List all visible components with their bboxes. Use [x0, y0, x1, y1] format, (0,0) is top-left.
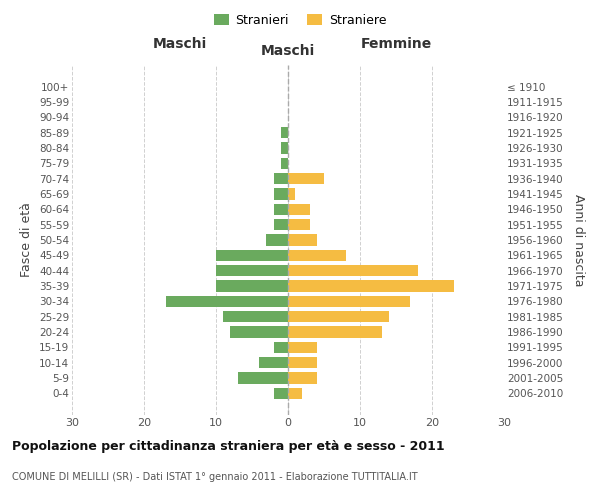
- Bar: [281, 127, 288, 138]
- Bar: [223, 311, 288, 322]
- Bar: [281, 142, 288, 154]
- Bar: [230, 326, 288, 338]
- Bar: [166, 296, 288, 307]
- Bar: [281, 158, 288, 169]
- Y-axis label: Fasce di età: Fasce di età: [20, 202, 34, 278]
- Bar: [216, 280, 288, 292]
- Bar: [288, 280, 454, 292]
- Bar: [274, 219, 288, 230]
- Bar: [288, 188, 295, 200]
- Bar: [288, 204, 310, 215]
- Text: Popolazione per cittadinanza straniera per età e sesso - 2011: Popolazione per cittadinanza straniera p…: [12, 440, 445, 453]
- Text: Femmine: Femmine: [361, 37, 431, 51]
- Bar: [216, 250, 288, 261]
- Bar: [238, 372, 288, 384]
- Y-axis label: Anni di nascita: Anni di nascita: [572, 194, 585, 286]
- Bar: [274, 188, 288, 200]
- Bar: [274, 342, 288, 353]
- Bar: [288, 234, 317, 246]
- Bar: [259, 357, 288, 368]
- Bar: [288, 342, 317, 353]
- Text: Maschi: Maschi: [153, 37, 207, 51]
- Bar: [216, 265, 288, 276]
- Bar: [288, 265, 418, 276]
- Bar: [288, 357, 317, 368]
- Bar: [266, 234, 288, 246]
- Bar: [274, 388, 288, 399]
- Text: Maschi: Maschi: [261, 44, 315, 58]
- Bar: [288, 173, 324, 184]
- Bar: [288, 372, 317, 384]
- Text: COMUNE DI MELILLI (SR) - Dati ISTAT 1° gennaio 2011 - Elaborazione TUTTITALIA.IT: COMUNE DI MELILLI (SR) - Dati ISTAT 1° g…: [12, 472, 418, 482]
- Bar: [288, 311, 389, 322]
- Bar: [288, 388, 302, 399]
- Bar: [274, 204, 288, 215]
- Bar: [288, 326, 382, 338]
- Bar: [288, 219, 310, 230]
- Legend: Stranieri, Straniere: Stranieri, Straniere: [209, 8, 391, 32]
- Bar: [288, 250, 346, 261]
- Bar: [274, 173, 288, 184]
- Bar: [288, 296, 410, 307]
